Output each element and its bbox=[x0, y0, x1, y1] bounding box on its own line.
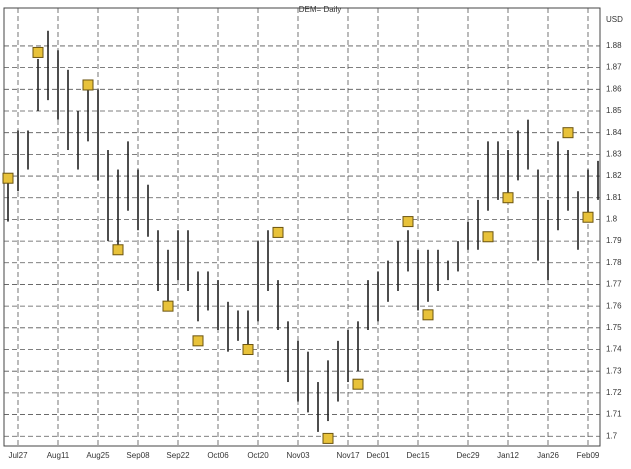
event-marker bbox=[272, 226, 284, 238]
y-tick-label: 1.8 bbox=[606, 215, 618, 224]
x-tick-label: Jan26 bbox=[537, 451, 559, 460]
y-tick-label: 1.72 bbox=[606, 388, 622, 397]
y-tick-label: 1.77 bbox=[606, 280, 622, 289]
event-marker bbox=[482, 231, 494, 243]
y-tick-label: 1.78 bbox=[606, 258, 622, 267]
y-tick-label: 1.74 bbox=[606, 345, 622, 354]
x-tick-label: Oct06 bbox=[207, 451, 229, 460]
x-tick-label: Dec01 bbox=[366, 451, 390, 460]
event-marker bbox=[402, 216, 414, 228]
x-tick-label: Nov03 bbox=[286, 451, 310, 460]
y-tick-label: 1.75 bbox=[606, 323, 622, 332]
event-marker bbox=[162, 300, 174, 312]
event-marker bbox=[582, 211, 594, 223]
y-tick-label: 1.85 bbox=[606, 106, 622, 115]
y-tick-label: 1.86 bbox=[606, 84, 622, 93]
chart-title: DEM= Daily bbox=[299, 5, 341, 14]
event-marker bbox=[502, 192, 514, 204]
y-tick-label: 1.88 bbox=[606, 41, 622, 50]
y-tick-label: 1.73 bbox=[606, 366, 622, 375]
y-tick-label: 1.7 bbox=[606, 431, 618, 440]
y-axis-label: USD bbox=[606, 15, 623, 24]
x-tick-label: Sep08 bbox=[126, 451, 150, 460]
x-tick-label: Aug11 bbox=[47, 451, 70, 460]
event-marker bbox=[562, 127, 574, 139]
x-tick-label: Feb09 bbox=[577, 451, 600, 460]
plot-frame bbox=[3, 7, 601, 447]
y-tick-label: 1.83 bbox=[606, 149, 622, 158]
x-tick-label: Jul27 bbox=[8, 451, 28, 460]
event-marker bbox=[192, 335, 204, 347]
y-tick-label: 1.82 bbox=[606, 171, 622, 180]
event-marker bbox=[352, 378, 364, 390]
event-marker bbox=[242, 344, 254, 356]
x-tick-label: Dec15 bbox=[406, 451, 430, 460]
event-marker bbox=[82, 79, 94, 91]
y-tick-label: 1.84 bbox=[606, 128, 622, 137]
event-marker bbox=[32, 46, 44, 58]
event-marker bbox=[112, 244, 124, 256]
y-tick-label: 1.87 bbox=[606, 63, 622, 72]
x-tick-label: Oct20 bbox=[247, 451, 269, 460]
y-tick-label: 1.76 bbox=[606, 301, 622, 310]
y-tick-label: 1.79 bbox=[606, 236, 622, 245]
y-tick-label: 1.81 bbox=[606, 193, 622, 202]
event-marker bbox=[2, 172, 14, 184]
x-tick-label: Dec29 bbox=[456, 451, 480, 460]
event-marker bbox=[322, 432, 334, 444]
x-tick-label: Aug25 bbox=[86, 451, 110, 460]
x-tick-label: Nov17 bbox=[336, 451, 360, 460]
x-tick-label: Sep22 bbox=[166, 451, 190, 460]
event-marker bbox=[422, 309, 434, 321]
y-tick-label: 1.71 bbox=[606, 410, 622, 419]
x-tick-label: Jan12 bbox=[497, 451, 519, 460]
